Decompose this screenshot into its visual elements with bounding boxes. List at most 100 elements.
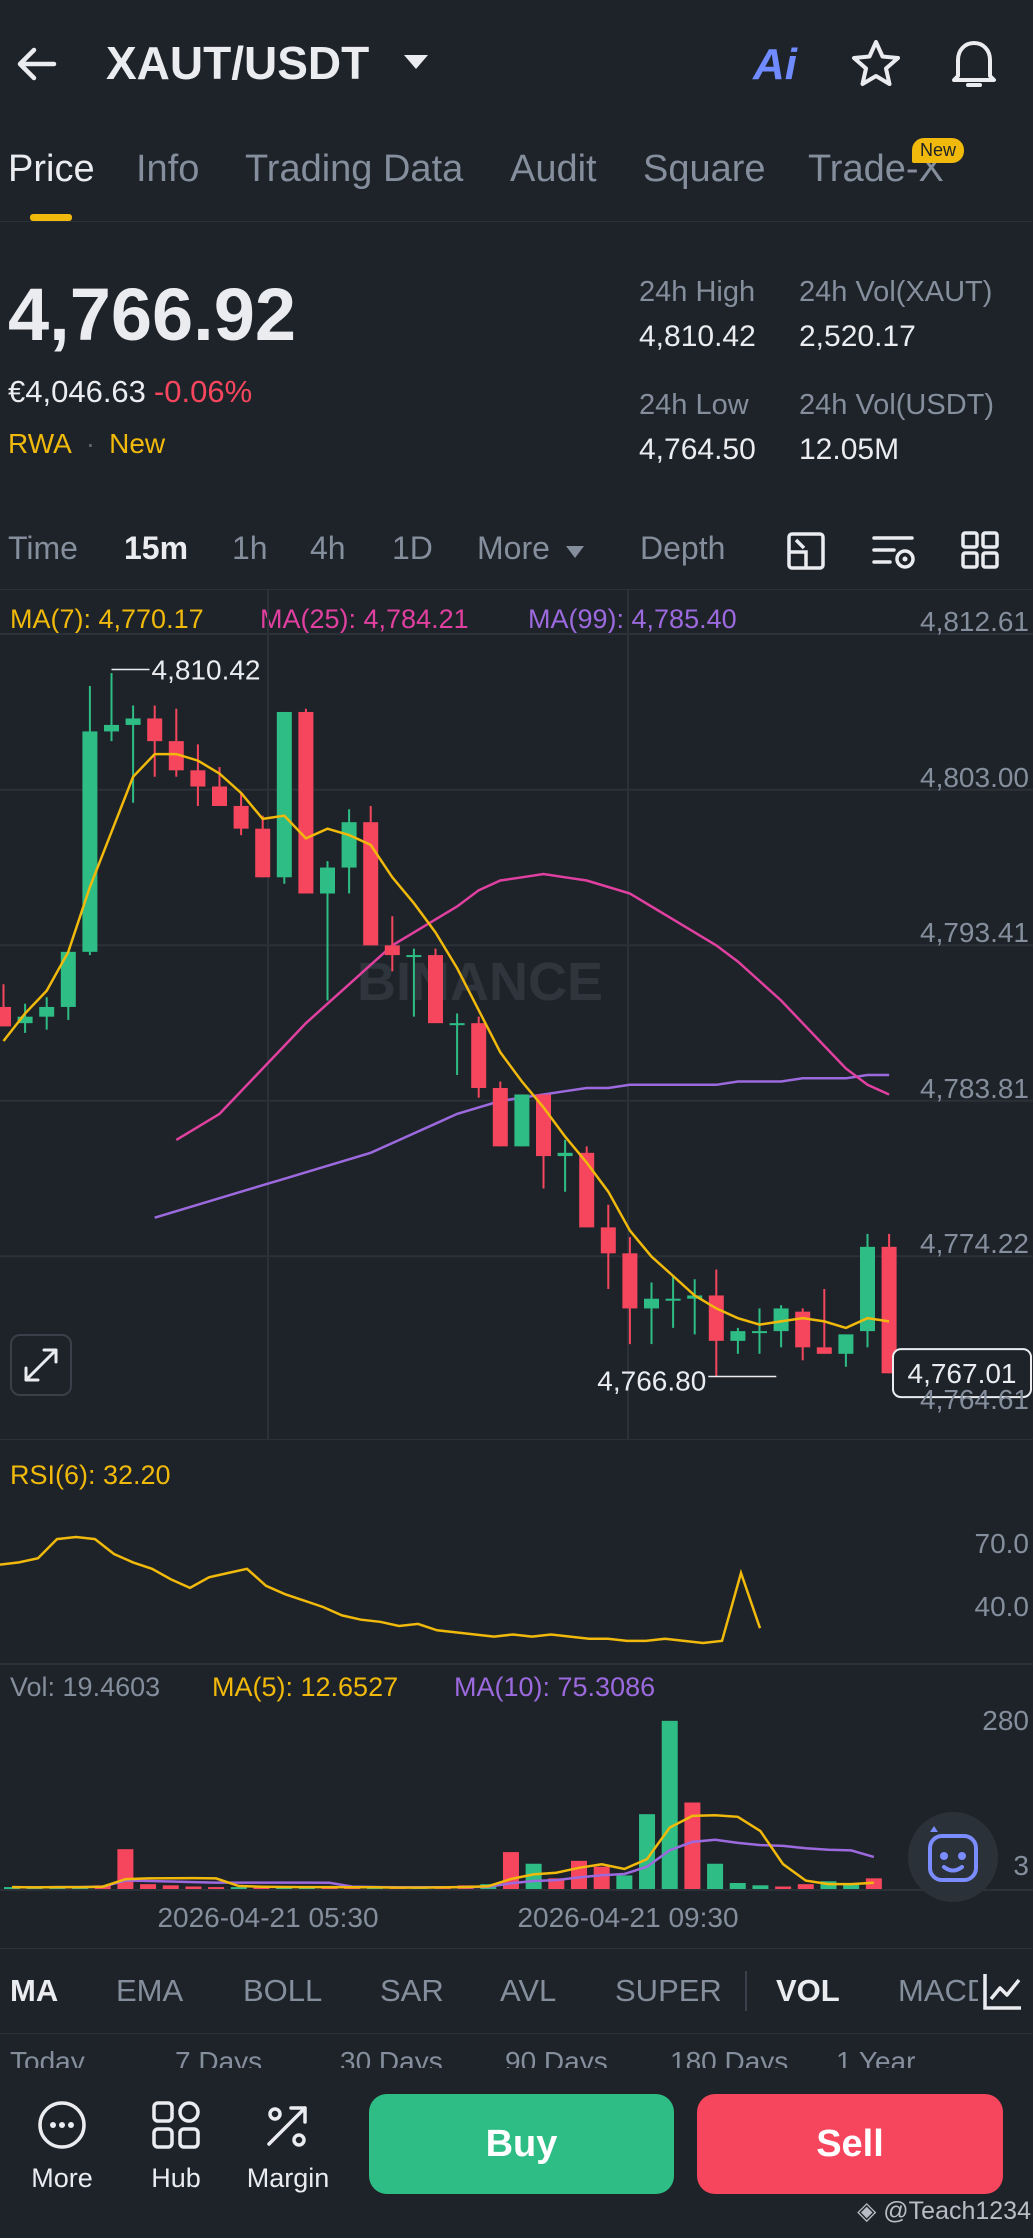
candle-body <box>449 1023 465 1026</box>
vol-legend: Vol: 19.4603 <box>10 1672 161 1702</box>
candle-body <box>39 1006 55 1017</box>
back-arrow-icon[interactable] <box>12 40 60 88</box>
candle-body <box>622 1253 638 1309</box>
interval-bar: Time 15m 1h 4h 1D More Depth <box>0 510 1033 590</box>
candle-body <box>881 1246 897 1374</box>
indicator-chart-icon[interactable] <box>982 1971 1024 2011</box>
candle-body <box>557 1152 573 1157</box>
indicator-bar: MA EMA BOLL SAR AVL SUPER VOL MACD <box>0 1948 1033 2034</box>
bell-icon[interactable] <box>948 36 1000 90</box>
tab-info[interactable]: Info <box>136 148 200 190</box>
volume-bar <box>276 1886 293 1890</box>
fullscreen-button[interactable] <box>10 1334 72 1396</box>
volume-bar <box>321 1887 338 1890</box>
nav-more[interactable]: More <box>12 2098 112 2194</box>
vol-axis-label: 3 <box>1013 1850 1029 1881</box>
candle-body <box>773 1308 789 1332</box>
candle-body <box>665 1298 681 1301</box>
fiat-price-row: €4,046.63 -0.06% <box>8 374 252 410</box>
interval-1h[interactable]: 1h <box>232 530 268 566</box>
indicator-super[interactable]: SUPER <box>615 1973 722 2008</box>
ai-chat-float-button[interactable] <box>908 1812 998 1902</box>
nav-margin-label: Margin <box>246 2163 330 2193</box>
indicator-avl[interactable]: AVL <box>500 1973 557 2008</box>
candle-body <box>514 1094 530 1147</box>
period-row: Today 7 Days 30 Days 90 Days 180 Days 1 … <box>0 2040 1033 2068</box>
candle-body <box>752 1331 767 1334</box>
star-icon[interactable] <box>850 38 902 90</box>
period-180d[interactable]: 180 Days <box>670 2046 789 2068</box>
nav-hub[interactable]: Hub <box>126 2098 226 2194</box>
tag-new[interactable]: New <box>109 428 166 459</box>
high-marker-label: 4,810.42 <box>152 654 261 685</box>
more-caret-icon <box>566 546 584 558</box>
price-axis-label: 4,783.81 <box>920 1072 1029 1104</box>
volume-bar <box>298 1887 315 1890</box>
indicator-sar[interactable]: SAR <box>380 1973 444 2008</box>
vol-ma5-legend: MA(5): 12.6527 <box>212 1672 399 1702</box>
candle-body <box>233 805 249 829</box>
credit-text: @Teach1234 <box>883 2197 1031 2225</box>
layout-grid-icon[interactable] <box>960 530 1000 570</box>
vol-base-value: 2,520.17 <box>799 320 916 353</box>
price-axis-label: 4,803.00 <box>920 761 1029 793</box>
indicator-boll[interactable]: BOLL <box>243 1973 323 2008</box>
period-90d[interactable]: 90 Days <box>505 2046 608 2068</box>
expand-icon <box>24 1348 58 1382</box>
current-price-box <box>892 1348 1032 1399</box>
buy-button[interactable]: Buy <box>369 2094 674 2194</box>
indicator-vol[interactable]: VOL <box>776 1973 840 2008</box>
volume-bar <box>729 1883 746 1890</box>
period-1y[interactable]: 1 Year <box>836 2046 916 2068</box>
candle-body <box>147 718 163 742</box>
indicator-macd[interactable]: MACD <box>898 1973 978 2008</box>
period-today[interactable]: Today <box>10 2046 85 2068</box>
nav-margin[interactable]: Margin <box>238 2098 338 2194</box>
volume-bar <box>820 1881 837 1890</box>
candle-body <box>838 1334 854 1354</box>
candlestick-chart[interactable]: BINANCE 4,810.42 4,766.80 4,767.01 <box>0 590 1033 1440</box>
vol-quote-value: 12.05M <box>799 433 900 466</box>
tab-price[interactable]: Price <box>8 148 95 190</box>
credit-watermark: ◈ @Teach1234 <box>857 2197 1031 2225</box>
indicator-settings-icon[interactable] <box>872 530 916 572</box>
indicator-ema[interactable]: EMA <box>116 1973 184 2008</box>
caret-down-icon[interactable] <box>402 52 430 72</box>
tab-trading-data[interactable]: Trading Data <box>245 148 464 190</box>
price-axis-label: 4,774.22 <box>920 1228 1029 1260</box>
volume-bar <box>140 1884 157 1890</box>
tab-square[interactable]: Square <box>643 148 766 190</box>
volume-bar <box>253 1887 270 1890</box>
candle-body <box>104 724 119 732</box>
candle-body <box>406 955 422 958</box>
sell-button[interactable]: Sell <box>697 2094 1003 2194</box>
interval-15m[interactable]: 15m <box>124 530 189 566</box>
candle-body <box>363 822 379 946</box>
candle-body <box>708 1295 724 1341</box>
ai-assistant-button[interactable]: Ai <box>753 40 797 89</box>
price-axis-label: 4,764.61 <box>920 1384 1029 1415</box>
volume-chart[interactable]: 2026-04-21 05:30 2026-04-21 09:30 <box>0 1665 1033 1948</box>
candle-body <box>190 770 206 787</box>
volume-bar <box>843 1883 860 1890</box>
low-value: 4,764.50 <box>639 433 756 466</box>
period-7d[interactable]: 7 Days <box>175 2046 263 2068</box>
interval-4h[interactable]: 4h <box>310 530 346 566</box>
interval-depth[interactable]: Depth <box>640 530 726 566</box>
volume-bar <box>344 1887 361 1890</box>
interval-1d[interactable]: 1D <box>392 530 433 566</box>
period-30d[interactable]: 30 Days <box>340 2046 443 2068</box>
interval-more[interactable]: More <box>477 530 550 566</box>
high-value: 4,810.42 <box>639 320 756 353</box>
volume-bar <box>775 1886 792 1890</box>
rsi-chart[interactable] <box>0 1440 1033 1665</box>
candle-body <box>730 1331 746 1341</box>
tab-audit[interactable]: Audit <box>510 148 597 190</box>
vol-ma5-line <box>11 1814 874 1889</box>
tag-rwa[interactable]: RWA <box>8 428 72 459</box>
indicator-ma[interactable]: MA <box>10 1973 59 2008</box>
ma25-line <box>175 872 890 1141</box>
interval-time[interactable]: Time <box>8 530 78 566</box>
pair-title[interactable]: XAUT/USDT <box>106 37 370 89</box>
chart-mode-icon[interactable] <box>786 528 826 572</box>
